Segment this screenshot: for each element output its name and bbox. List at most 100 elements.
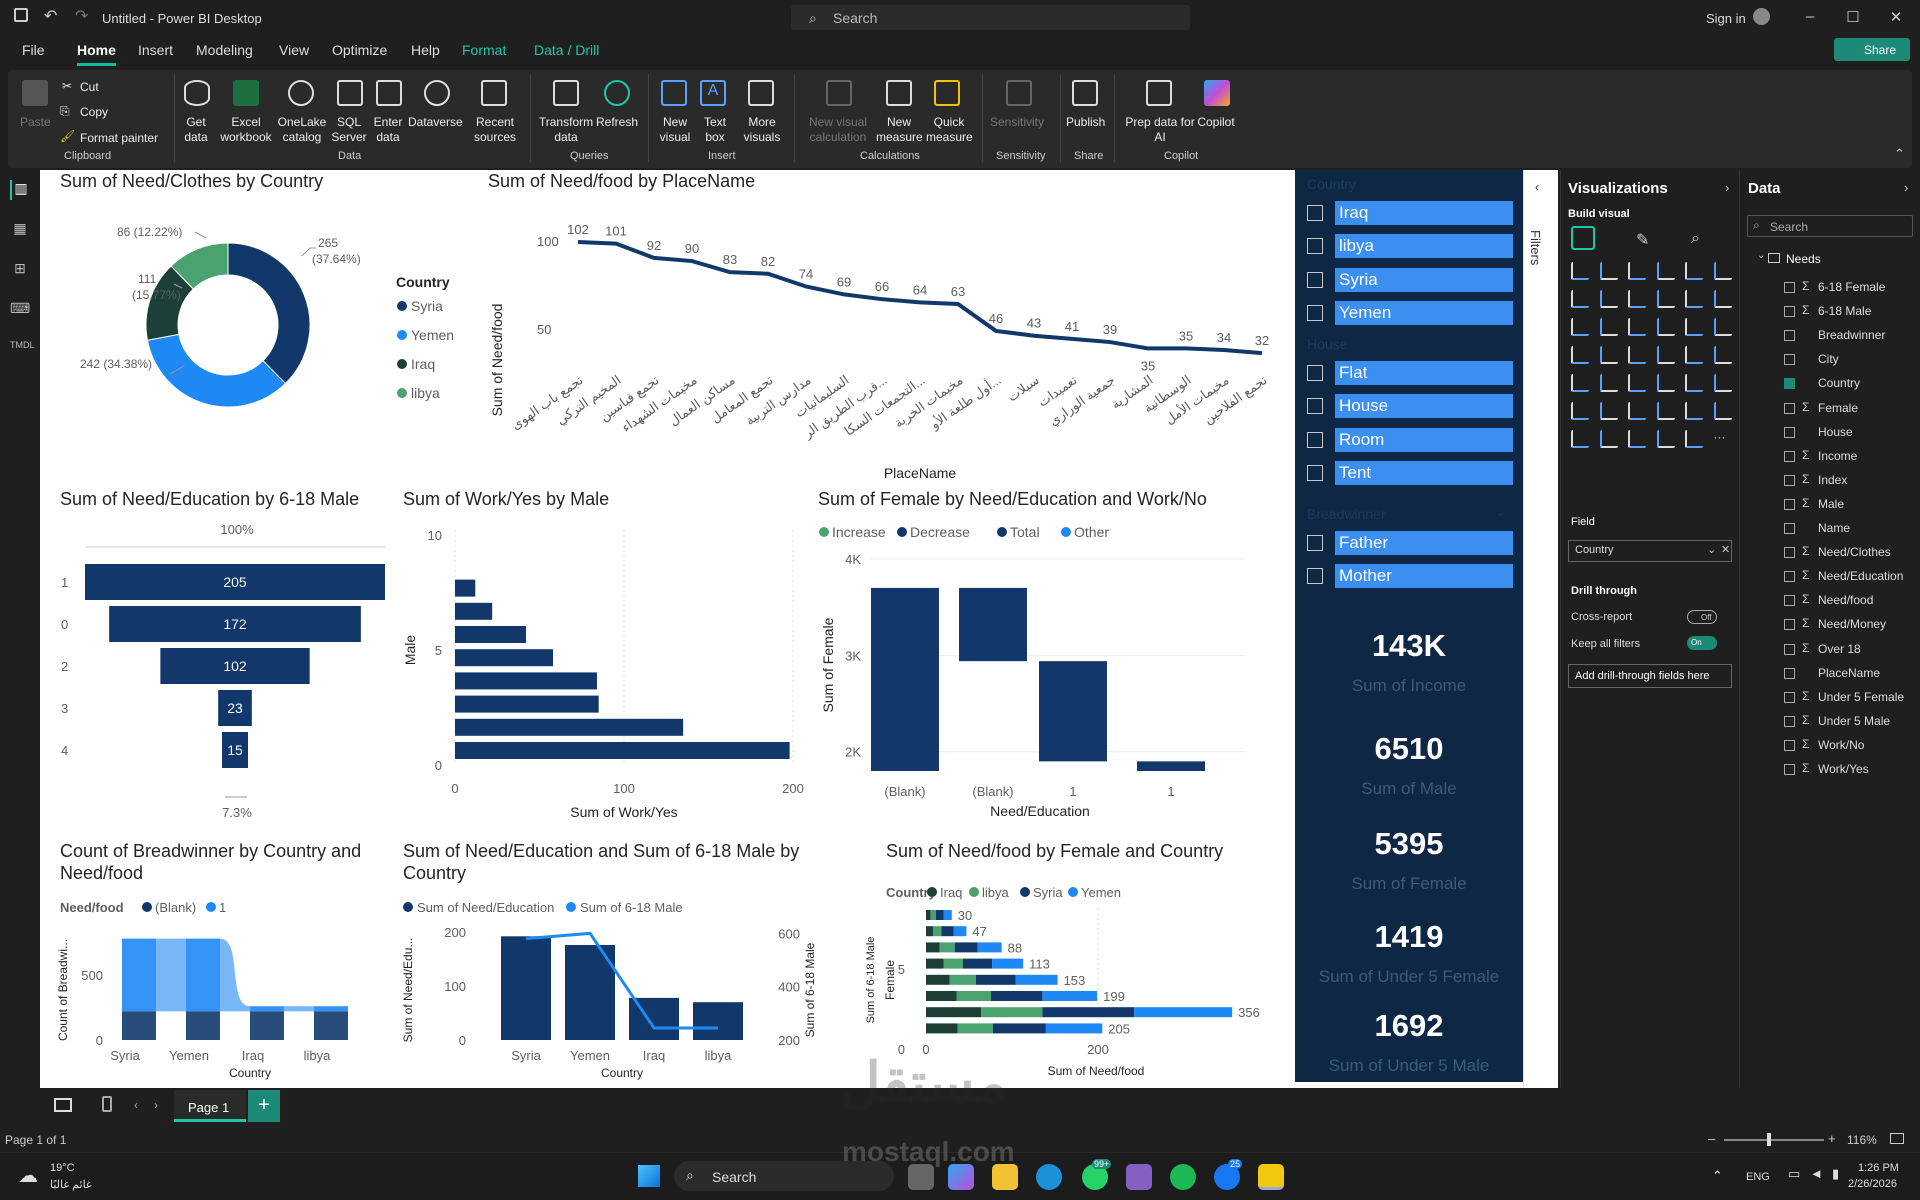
- stacked-segment-iraq[interactable]: [926, 910, 931, 920]
- prep-data-ai-button[interactable]: Prep data for AI: [1125, 115, 1195, 144]
- field-breadwinner[interactable]: Breadwinner: [1818, 328, 1886, 343]
- field-house[interactable]: House: [1818, 424, 1853, 439]
- copilot-button[interactable]: Copilot: [1197, 115, 1235, 129]
- cross-report-toggle[interactable]: Off: [1687, 610, 1717, 624]
- field-checkbox[interactable]: [1784, 354, 1795, 366]
- sensitivity-button[interactable]: Sensitivity: [990, 115, 1045, 129]
- power-bi-icon[interactable]: [1258, 1164, 1284, 1190]
- build-visual-tab-icon[interactable]: [1571, 226, 1595, 250]
- power-automate-icon[interactable]: [1599, 430, 1618, 448]
- funnel-bar-1[interactable]: [85, 564, 385, 600]
- analytics-tab-icon[interactable]: ⌕: [1691, 230, 1700, 247]
- waterfall-bar[interactable]: [871, 587, 939, 771]
- checkbox[interactable]: [1307, 305, 1323, 321]
- new-visual-calculation-button[interactable]: New visual calculation: [808, 115, 868, 144]
- funnel-bar-2[interactable]: [160, 648, 310, 684]
- stacked-segment-libya[interactable]: [930, 910, 936, 920]
- tab-page-1[interactable]: Page 1: [174, 1090, 246, 1122]
- funnel-bar-3[interactable]: [218, 690, 252, 726]
- field-need-food[interactable]: Need/food: [1818, 593, 1874, 608]
- menu-home[interactable]: Home: [77, 42, 116, 66]
- field-need-education[interactable]: Need/Education: [1818, 569, 1904, 584]
- sql-server-button[interactable]: SQL Server: [331, 115, 367, 144]
- stacked-segment-yemen[interactable]: [992, 958, 1024, 969]
- stacked-segment-yemen[interactable]: [953, 926, 967, 937]
- paginated-icon[interactable]: [1713, 402, 1732, 420]
- hbar-bar[interactable]: [455, 649, 554, 667]
- tmdl-view-icon[interactable]: TMDL: [10, 340, 35, 350]
- stacked-segment-syria[interactable]: [941, 926, 954, 937]
- menu-help[interactable]: Help: [411, 42, 440, 58]
- collapse-ribbon-icon[interactable]: ⌃: [1894, 146, 1905, 161]
- refresh-button[interactable]: Refresh: [596, 115, 639, 129]
- new-measure-button[interactable]: New measure: [876, 115, 923, 144]
- stacked-segment-yemen[interactable]: [943, 910, 952, 920]
- scatter-icon[interactable]: [1656, 318, 1675, 336]
- file-explorer-icon[interactable]: [992, 1164, 1018, 1190]
- funnel-bar-0[interactable]: [109, 606, 361, 642]
- language-indicator[interactable]: ENG: [1746, 1171, 1770, 1183]
- field-checkbox[interactable]: [1784, 450, 1795, 462]
- hbar-bar[interactable]: [455, 695, 599, 713]
- more-icon[interactable]: ···: [1713, 430, 1726, 444]
- multi-row-card-icon[interactable]: [1571, 374, 1589, 392]
- minimize-icon[interactable]: –: [1805, 8, 1815, 25]
- hbar-bar[interactable]: [455, 742, 790, 759]
- funnel-bar-4[interactable]: [222, 732, 248, 768]
- menu-optimize[interactable]: Optimize: [332, 42, 388, 58]
- spotify-icon[interactable]: [1170, 1164, 1196, 1190]
- combo-chart[interactable]: Sum of Need/Education Sum of 6-18 Male 0 10…: [400, 890, 870, 1085]
- stacked-segment-syria[interactable]: [992, 1023, 1046, 1034]
- field-checkbox[interactable]: [1784, 715, 1795, 727]
- gauge-icon[interactable]: [1685, 346, 1703, 364]
- waterfall-bar[interactable]: [959, 587, 1027, 662]
- chevron-down-icon[interactable]: ⌄: [1707, 544, 1717, 556]
- stacked-segment-syria[interactable]: [935, 910, 944, 920]
- slicer-icon[interactable]: [1628, 374, 1646, 392]
- stacked-segment-libya[interactable]: [933, 926, 942, 937]
- checkbox[interactable]: [1307, 568, 1323, 584]
- checkbox[interactable]: [1307, 205, 1323, 221]
- stacked-segment-syria[interactable]: [962, 958, 993, 969]
- 100-area-icon[interactable]: [1656, 290, 1675, 308]
- field-under-5-male[interactable]: Under 5 Male: [1818, 713, 1891, 728]
- ribbon-icon[interactable]: [1571, 318, 1589, 336]
- menu-format[interactable]: Format: [462, 42, 507, 58]
- stacked-segment-iraq[interactable]: [926, 1023, 958, 1034]
- menu-file[interactable]: File: [22, 42, 45, 58]
- field-checkbox[interactable]: [1784, 474, 1795, 486]
- next-page-icon[interactable]: ›: [154, 1098, 158, 1112]
- expand-filters-icon[interactable]: ‹: [1535, 180, 1539, 194]
- cut-button[interactable]: Cut: [80, 80, 99, 94]
- field-checkbox[interactable]: [1784, 691, 1795, 703]
- ribbon-segment-1[interactable]: [314, 1006, 348, 1012]
- field-under-5-female[interactable]: Under 5 Female: [1818, 689, 1905, 704]
- field-work-no[interactable]: Work/No: [1818, 737, 1865, 752]
- field-checkbox[interactable]: [1784, 595, 1795, 607]
- table-icon[interactable]: [1656, 374, 1675, 392]
- stacked-segment-iraq[interactable]: [926, 958, 944, 969]
- report-view-icon[interactable]: ▥: [10, 180, 30, 200]
- mobile-layout-icon[interactable]: [102, 1096, 112, 1112]
- donut-slice-libya[interactable]: [170, 242, 229, 290]
- share-button[interactable]: Share: [1834, 38, 1910, 61]
- ribbon-segment-1[interactable]: [122, 938, 156, 1012]
- recent-sources-button[interactable]: Recent sources: [473, 115, 517, 144]
- line-column-icon[interactable]: [1685, 290, 1703, 308]
- zoom-out-icon[interactable]: –: [1708, 1131, 1716, 1146]
- ribbon-segment-1[interactable]: [250, 1006, 284, 1012]
- stacked-segment-syria[interactable]: [954, 942, 978, 953]
- field-checkbox[interactable]: [1784, 402, 1795, 414]
- waterfall-bar[interactable]: [1137, 761, 1205, 771]
- stacked-segment-yemen[interactable]: [1015, 974, 1058, 985]
- zoom-slider[interactable]: [1724, 1139, 1824, 1141]
- paste-button[interactable]: Paste: [20, 115, 51, 129]
- onelake-catalog-button[interactable]: OneLake catalog: [277, 115, 327, 144]
- decomposition-tree-icon[interactable]: [1628, 402, 1646, 420]
- field-over-18[interactable]: Over 18: [1818, 641, 1861, 656]
- save-icon[interactable]: [14, 8, 28, 22]
- edge-icon[interactable]: [1036, 1164, 1062, 1190]
- stacked-segment-libya[interactable]: [943, 958, 963, 969]
- get-data-button[interactable]: Get data: [184, 115, 208, 144]
- close-icon[interactable]: ✕: [1889, 9, 1903, 26]
